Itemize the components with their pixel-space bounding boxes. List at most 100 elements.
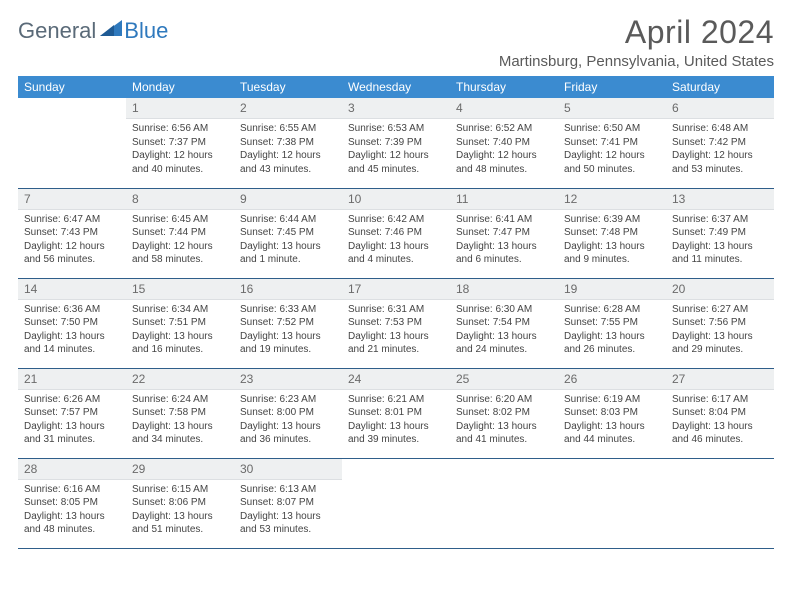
weekday-header: Friday [558,76,666,98]
calendar-day-cell [666,458,774,548]
day-number: 26 [558,369,666,390]
brand-text-2: Blue [124,18,168,44]
sunset-text: Sunset: 7:48 PM [564,226,660,240]
sunset-text: Sunset: 7:49 PM [672,226,768,240]
sunrise-text: Sunrise: 6:37 AM [672,213,768,227]
sunset-text: Sunset: 7:39 PM [348,136,444,150]
day-number: 15 [126,279,234,300]
daylight-text: Daylight: 13 hours and 51 minutes. [132,510,228,537]
sunset-text: Sunset: 7:46 PM [348,226,444,240]
weekday-header: Wednesday [342,76,450,98]
calendar-week-row: 7Sunrise: 6:47 AMSunset: 7:43 PMDaylight… [18,188,774,278]
day-number: 24 [342,369,450,390]
daylight-text: Daylight: 13 hours and 34 minutes. [132,420,228,447]
sunset-text: Sunset: 7:42 PM [672,136,768,150]
day-number: 14 [18,279,126,300]
sunrise-text: Sunrise: 6:45 AM [132,213,228,227]
daylight-text: Daylight: 12 hours and 56 minutes. [24,240,120,267]
daylight-text: Daylight: 12 hours and 53 minutes. [672,149,768,176]
day-body: Sunrise: 6:36 AMSunset: 7:50 PMDaylight:… [18,300,126,361]
daylight-text: Daylight: 12 hours and 45 minutes. [348,149,444,176]
calendar-day-cell: 26Sunrise: 6:19 AMSunset: 8:03 PMDayligh… [558,368,666,458]
calendar-day-cell [342,458,450,548]
title-block: April 2024 Martinsburg, Pennsylvania, Un… [499,14,774,70]
daylight-text: Daylight: 13 hours and 16 minutes. [132,330,228,357]
day-body: Sunrise: 6:16 AMSunset: 8:05 PMDaylight:… [18,480,126,541]
day-body: Sunrise: 6:26 AMSunset: 7:57 PMDaylight:… [18,390,126,451]
calendar-day-cell: 14Sunrise: 6:36 AMSunset: 7:50 PMDayligh… [18,278,126,368]
sunset-text: Sunset: 7:41 PM [564,136,660,150]
sunrise-text: Sunrise: 6:56 AM [132,122,228,136]
sunset-text: Sunset: 7:37 PM [132,136,228,150]
sunset-text: Sunset: 8:05 PM [24,496,120,510]
sunrise-text: Sunrise: 6:16 AM [24,483,120,497]
day-number: 23 [234,369,342,390]
sunrise-text: Sunrise: 6:44 AM [240,213,336,227]
day-body: Sunrise: 6:13 AMSunset: 8:07 PMDaylight:… [234,480,342,541]
daylight-text: Daylight: 13 hours and 53 minutes. [240,510,336,537]
day-body: Sunrise: 6:24 AMSunset: 7:58 PMDaylight:… [126,390,234,451]
daylight-text: Daylight: 13 hours and 29 minutes. [672,330,768,357]
day-body: Sunrise: 6:50 AMSunset: 7:41 PMDaylight:… [558,119,666,180]
day-body: Sunrise: 6:23 AMSunset: 8:00 PMDaylight:… [234,390,342,451]
day-number: 1 [126,98,234,119]
day-number [450,459,558,463]
sunrise-text: Sunrise: 6:27 AM [672,303,768,317]
day-number: 21 [18,369,126,390]
day-number: 7 [18,189,126,210]
calendar-day-cell [450,458,558,548]
day-number: 19 [558,279,666,300]
sunrise-text: Sunrise: 6:39 AM [564,213,660,227]
day-body: Sunrise: 6:30 AMSunset: 7:54 PMDaylight:… [450,300,558,361]
weekday-header: Saturday [666,76,774,98]
calendar-day-cell: 29Sunrise: 6:15 AMSunset: 8:06 PMDayligh… [126,458,234,548]
calendar-day-cell [558,458,666,548]
calendar-day-cell: 7Sunrise: 6:47 AMSunset: 7:43 PMDaylight… [18,188,126,278]
day-number: 2 [234,98,342,119]
sunset-text: Sunset: 7:38 PM [240,136,336,150]
day-body: Sunrise: 6:39 AMSunset: 7:48 PMDaylight:… [558,210,666,271]
day-number: 10 [342,189,450,210]
daylight-text: Daylight: 12 hours and 50 minutes. [564,149,660,176]
calendar-day-cell: 28Sunrise: 6:16 AMSunset: 8:05 PMDayligh… [18,458,126,548]
daylight-text: Daylight: 12 hours and 43 minutes. [240,149,336,176]
day-body: Sunrise: 6:28 AMSunset: 7:55 PMDaylight:… [558,300,666,361]
sunrise-text: Sunrise: 6:21 AM [348,393,444,407]
sunrise-text: Sunrise: 6:50 AM [564,122,660,136]
calendar-day-cell: 4Sunrise: 6:52 AMSunset: 7:40 PMDaylight… [450,98,558,188]
day-body: Sunrise: 6:44 AMSunset: 7:45 PMDaylight:… [234,210,342,271]
sunset-text: Sunset: 8:04 PM [672,406,768,420]
day-number: 11 [450,189,558,210]
day-body: Sunrise: 6:19 AMSunset: 8:03 PMDaylight:… [558,390,666,451]
sunrise-text: Sunrise: 6:28 AM [564,303,660,317]
calendar-day-cell: 19Sunrise: 6:28 AMSunset: 7:55 PMDayligh… [558,278,666,368]
sunset-text: Sunset: 7:40 PM [456,136,552,150]
sunrise-text: Sunrise: 6:26 AM [24,393,120,407]
day-number [666,459,774,463]
sunrise-text: Sunrise: 6:42 AM [348,213,444,227]
sunrise-text: Sunrise: 6:13 AM [240,483,336,497]
daylight-text: Daylight: 13 hours and 19 minutes. [240,330,336,357]
day-number: 9 [234,189,342,210]
sunrise-text: Sunrise: 6:47 AM [24,213,120,227]
calendar-day-cell: 30Sunrise: 6:13 AMSunset: 8:07 PMDayligh… [234,458,342,548]
calendar-day-cell: 22Sunrise: 6:24 AMSunset: 7:58 PMDayligh… [126,368,234,458]
sunrise-text: Sunrise: 6:15 AM [132,483,228,497]
calendar-day-cell: 2Sunrise: 6:55 AMSunset: 7:38 PMDaylight… [234,98,342,188]
daylight-text: Daylight: 13 hours and 44 minutes. [564,420,660,447]
day-body: Sunrise: 6:45 AMSunset: 7:44 PMDaylight:… [126,210,234,271]
sunrise-text: Sunrise: 6:30 AM [456,303,552,317]
day-body: Sunrise: 6:34 AMSunset: 7:51 PMDaylight:… [126,300,234,361]
sunset-text: Sunset: 8:00 PM [240,406,336,420]
calendar-day-cell: 24Sunrise: 6:21 AMSunset: 8:01 PMDayligh… [342,368,450,458]
sunset-text: Sunset: 8:07 PM [240,496,336,510]
day-number: 3 [342,98,450,119]
calendar-day-cell: 8Sunrise: 6:45 AMSunset: 7:44 PMDaylight… [126,188,234,278]
day-number: 17 [342,279,450,300]
page-header: General Blue April 2024 Martinsburg, Pen… [18,14,774,70]
weekday-header: Sunday [18,76,126,98]
sunset-text: Sunset: 8:01 PM [348,406,444,420]
calendar-day-cell: 9Sunrise: 6:44 AMSunset: 7:45 PMDaylight… [234,188,342,278]
brand-logo: General Blue [18,18,168,44]
calendar-day-cell: 27Sunrise: 6:17 AMSunset: 8:04 PMDayligh… [666,368,774,458]
